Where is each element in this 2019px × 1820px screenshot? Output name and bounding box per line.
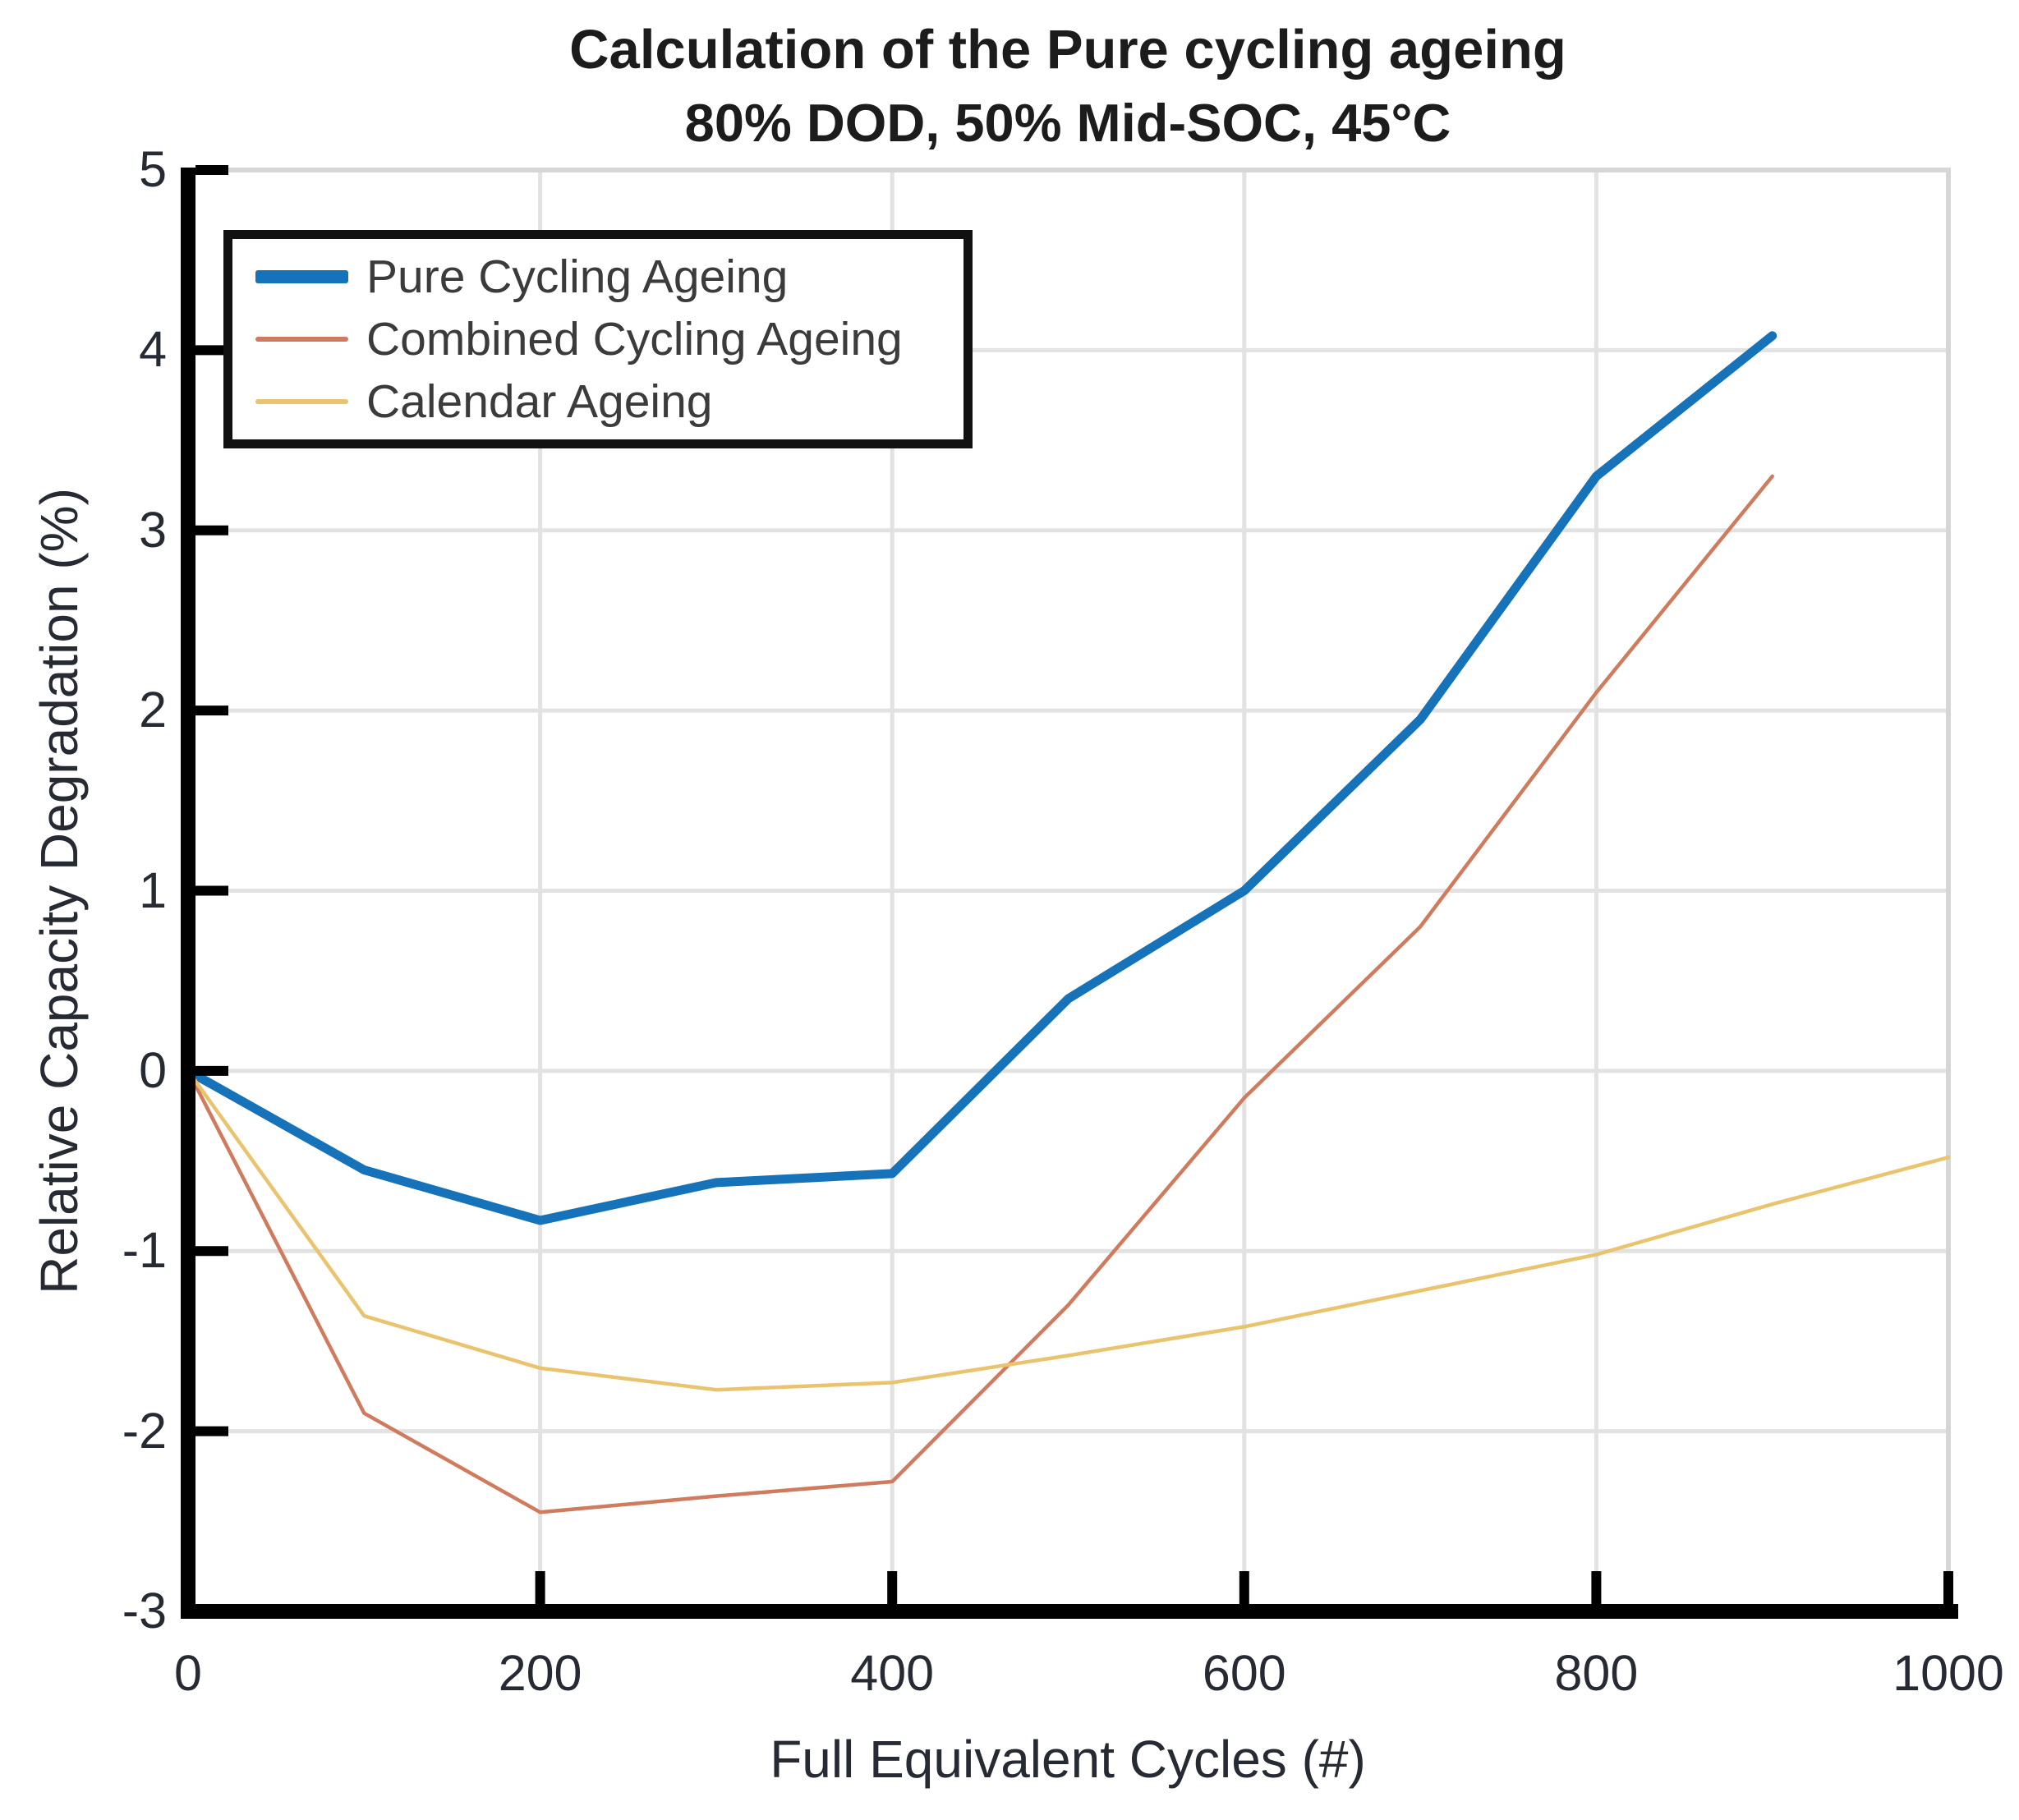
x-tick-label-200: 200 (498, 1645, 582, 1701)
series-line-1 (186, 474, 1774, 1514)
chart-title: Calculation of the Pure cycling ageing (569, 19, 1566, 80)
x-tick-label-600: 600 (1202, 1645, 1286, 1701)
legend-label-0: Pure Cycling Ageing (366, 250, 789, 303)
series-line-0 (183, 331, 1778, 1225)
y-tick-label-3: 3 (139, 501, 167, 558)
legend-label-1: Combined Cycling Ageing (366, 313, 903, 365)
legend-row-0: Pure Cycling Ageing (255, 250, 964, 304)
legend-line-sample-1 (255, 337, 348, 342)
y-tick-label--3: -3 (122, 1583, 167, 1638)
legend-row-1: Combined Cycling Ageing (255, 312, 964, 366)
chart-subtitle: 80% DOD, 50% Mid-SOC, 45°C (684, 93, 1451, 153)
x-axis-label: Full Equivalent Cycles (#) (770, 1730, 1366, 1789)
y-tick-label-2: 2 (139, 682, 167, 738)
series-line-2 (186, 1069, 1951, 1392)
x-tick-label-800: 800 (1554, 1645, 1639, 1701)
plot-frame (188, 168, 1951, 1611)
y-tick-label-5: 5 (139, 141, 167, 197)
x-tick-label-1000: 1000 (1893, 1645, 2004, 1701)
y-tick-label-0: 0 (139, 1041, 167, 1098)
legend-row-2: Calendar Ageing (255, 375, 964, 429)
y-tick-label--1: -1 (122, 1222, 167, 1279)
tick-marks (183, 165, 1953, 1616)
legend-line-sample-2 (255, 399, 348, 404)
y-tick-label--2: -2 (122, 1402, 167, 1459)
x-tick-label-0: 0 (174, 1645, 202, 1701)
legend-line-sample-0 (255, 270, 348, 283)
x-tick-label-400: 400 (850, 1645, 935, 1701)
axis-lines (181, 168, 1958, 1619)
y-tick-label-1: 1 (139, 862, 167, 918)
legend: Pure Cycling Ageing Combined Cycling Agei… (223, 230, 973, 448)
legend-label-2: Calendar Ageing (366, 375, 713, 428)
y-tick-label-4: 4 (139, 321, 167, 378)
series-lines (183, 331, 1951, 1514)
